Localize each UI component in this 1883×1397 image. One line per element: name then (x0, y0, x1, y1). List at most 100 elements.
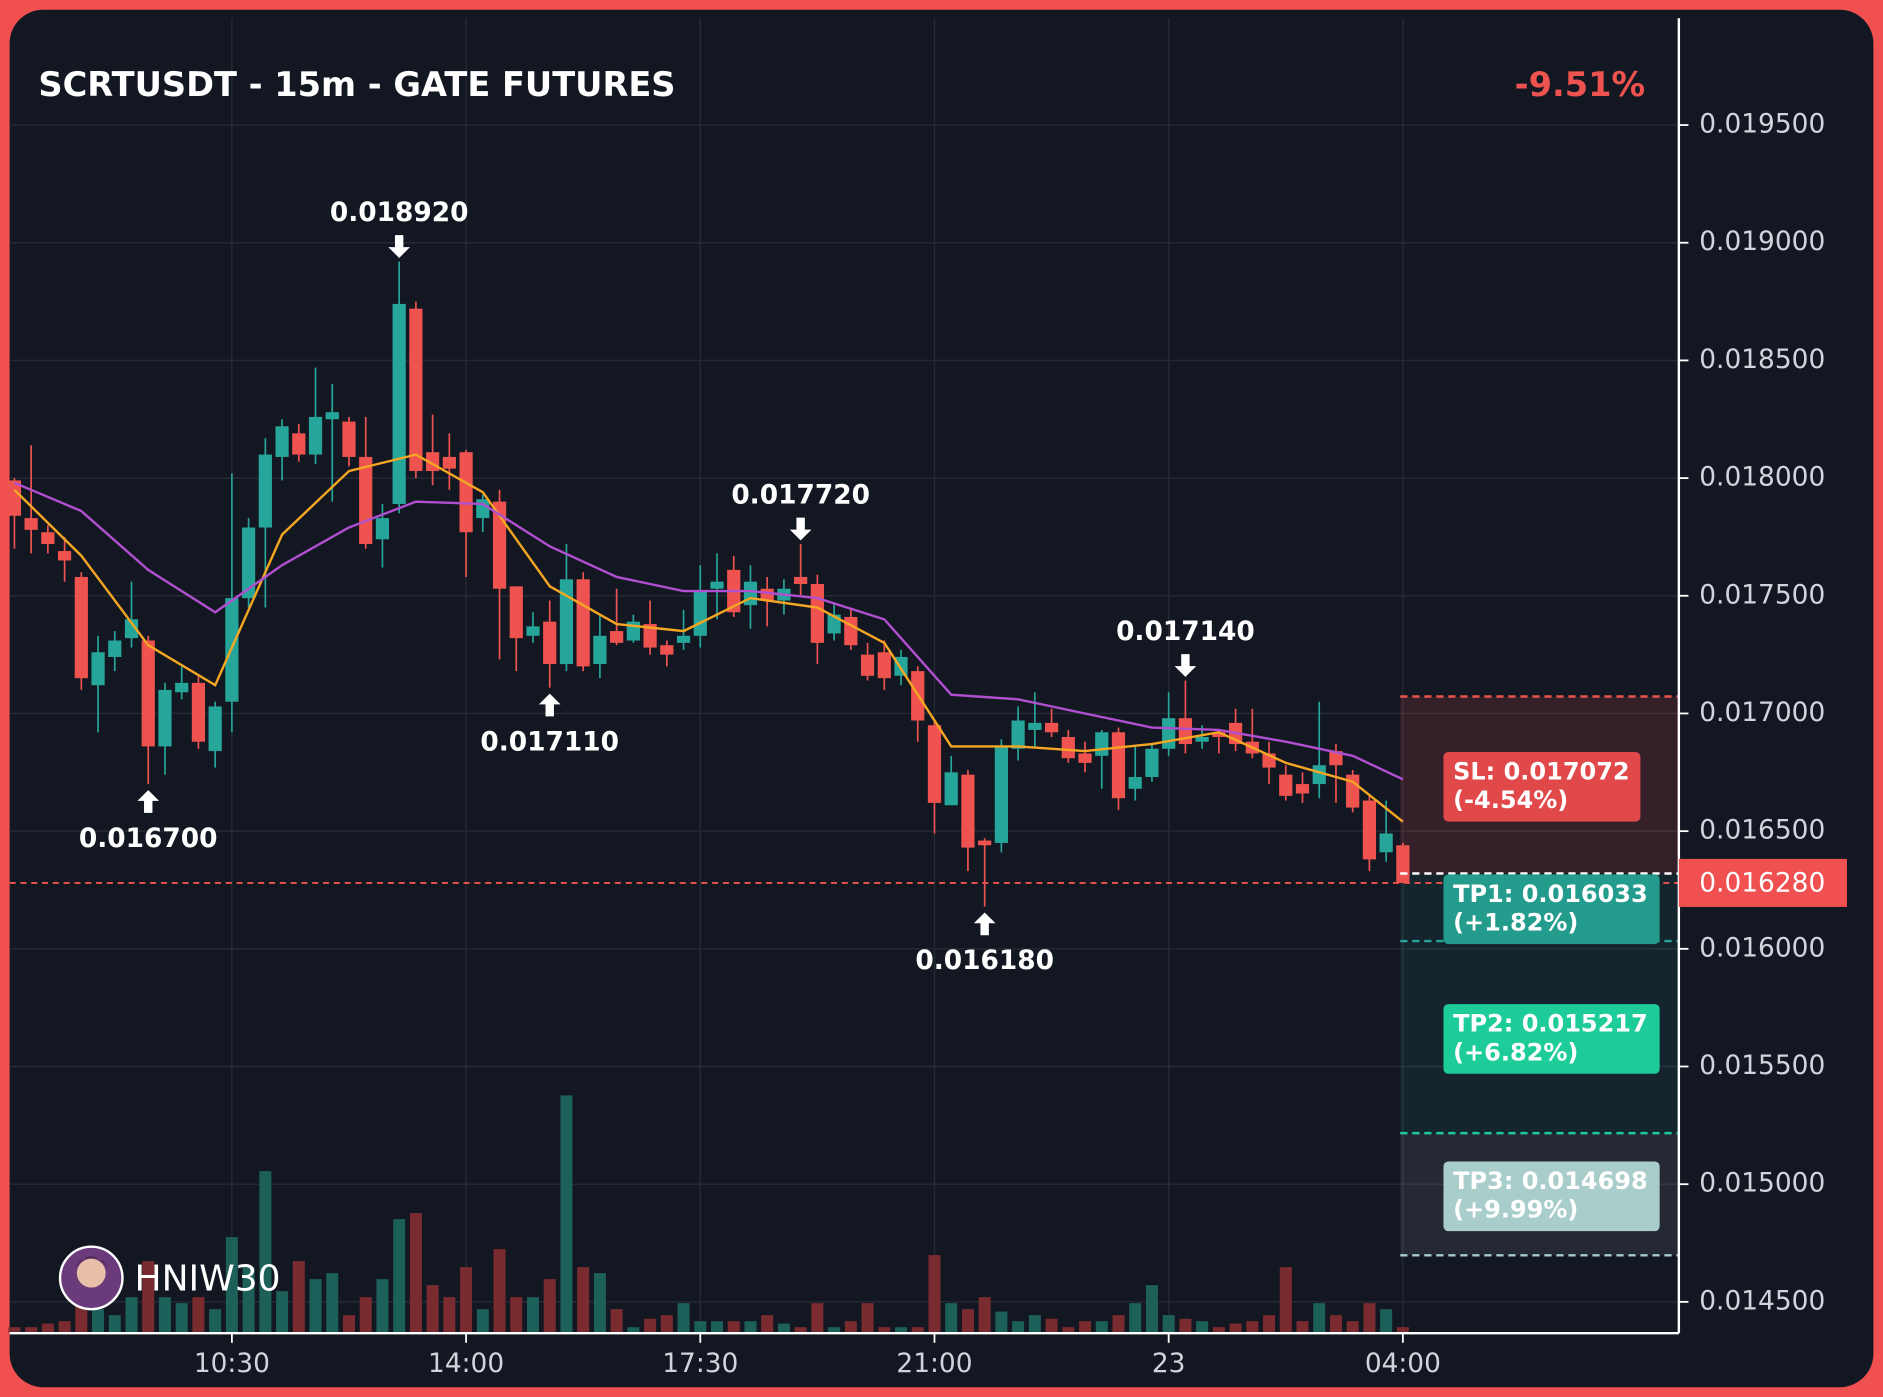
level-percent: (+6.82%) (1453, 1038, 1578, 1066)
candle-body (1162, 718, 1176, 749)
volume-bar (342, 1315, 355, 1334)
candle-body (844, 616, 858, 646)
volume (8, 1095, 1409, 1334)
candle-body (877, 652, 891, 679)
volume-bar (426, 1285, 439, 1334)
watermark-text: HNIW30 (135, 1258, 281, 1299)
volume-bar (711, 1321, 724, 1334)
candle-body (308, 416, 323, 455)
volume-bar (1079, 1321, 1092, 1334)
candle-body (208, 706, 222, 752)
volume-bar (1263, 1315, 1276, 1334)
volume-bar (1229, 1323, 1242, 1334)
volume-bar (777, 1323, 790, 1334)
candle-body (292, 433, 306, 455)
volume-bar (895, 1327, 908, 1334)
overlays: SL: 0.017072(-4.54%) TP1: 0.016033(+1.82%… (9, 197, 1679, 1257)
volume-bar (276, 1291, 289, 1334)
volume-bar (828, 1327, 841, 1334)
volume-bar (961, 1309, 974, 1334)
volume-bar (192, 1297, 205, 1334)
candle-body (760, 588, 774, 601)
volume-bar (8, 1327, 21, 1334)
volume-bar (175, 1303, 188, 1334)
volume-bar (861, 1303, 874, 1334)
volume-bar (1112, 1315, 1125, 1334)
candle-body (191, 682, 206, 742)
volume-bar (1179, 1318, 1192, 1334)
candle-body (526, 626, 540, 636)
candle-body (1044, 722, 1059, 733)
volume-bar (510, 1297, 523, 1334)
volume-bar (878, 1327, 891, 1334)
annotation-label: 0.017140 (1116, 616, 1255, 647)
candle-body (944, 772, 958, 806)
annotation-arrow (388, 235, 410, 258)
y-tick-label: 0.019000 (1699, 226, 1825, 257)
candle-body (1145, 748, 1159, 778)
chart-title: SCRTUSDT - 15m - GATE FUTURES (38, 65, 675, 104)
y-tick-label: 0.015000 (1699, 1168, 1825, 1199)
candle-body (810, 584, 824, 643)
candle-body (559, 579, 574, 665)
candle-body (693, 591, 707, 636)
y-tick-label: 0.015500 (1699, 1050, 1825, 1081)
volume-bar (1246, 1321, 1259, 1334)
x-tick-label: 23 (1152, 1348, 1186, 1379)
volume-bar (41, 1323, 54, 1334)
level-percent: (+1.82%) (1453, 909, 1578, 937)
volume-bar (1028, 1315, 1041, 1334)
volume-bar (292, 1261, 305, 1334)
volume-bar (978, 1297, 991, 1334)
candle-body (108, 640, 122, 657)
candle-body (1011, 720, 1025, 749)
volume-bar (125, 1297, 138, 1334)
volume-bar (911, 1327, 924, 1334)
annotation-label: 0.016700 (79, 823, 218, 854)
volume-bar (1062, 1327, 1075, 1334)
candle-body (1195, 736, 1209, 742)
candle-body (258, 454, 272, 528)
volume-bar (1329, 1315, 1342, 1334)
annotation-arrow (538, 693, 561, 717)
candle-body (242, 527, 256, 599)
x-tick-label: 14:00 (428, 1348, 504, 1379)
volume-bar (1380, 1309, 1393, 1334)
candle-body (1396, 845, 1410, 883)
volume-bar (844, 1321, 857, 1334)
change-percent: -9.51% (1515, 65, 1646, 104)
volume-bar (309, 1279, 322, 1334)
volume-bar (142, 1261, 155, 1334)
candle-body (1178, 718, 1193, 745)
level-label: TP3: 0.014698 (1453, 1167, 1648, 1195)
candle-body (7, 480, 22, 516)
candle-body (1028, 722, 1042, 730)
last-price-label: 0.016280 (1699, 868, 1825, 899)
candle-body (509, 586, 523, 639)
candle-body (41, 532, 55, 544)
volume-bar (995, 1311, 1008, 1334)
candle-body (124, 619, 139, 639)
annotation-label: 0.016180 (915, 945, 1054, 976)
y-tick-label: 0.017500 (1699, 579, 1825, 610)
level-box (1443, 874, 1660, 945)
y-tick-label: 0.017000 (1699, 697, 1825, 728)
level-label: SL: 0.017072 (1453, 757, 1630, 785)
volume-bar (259, 1171, 272, 1334)
candle-body (158, 689, 172, 747)
candle-body (375, 518, 390, 540)
volume-bar (443, 1297, 456, 1334)
volume-bar (376, 1279, 389, 1334)
candle-body (1061, 736, 1075, 759)
last-price-box (1678, 858, 1847, 907)
candle-body (476, 499, 490, 519)
candle-body (860, 654, 875, 676)
volume-bar (1279, 1267, 1292, 1334)
candle-body (359, 456, 373, 544)
volume-bar (460, 1267, 473, 1334)
candle-body (74, 576, 88, 679)
y-tick-label: 0.018500 (1699, 344, 1825, 375)
candle-body (978, 840, 992, 846)
candle-body (275, 426, 289, 457)
